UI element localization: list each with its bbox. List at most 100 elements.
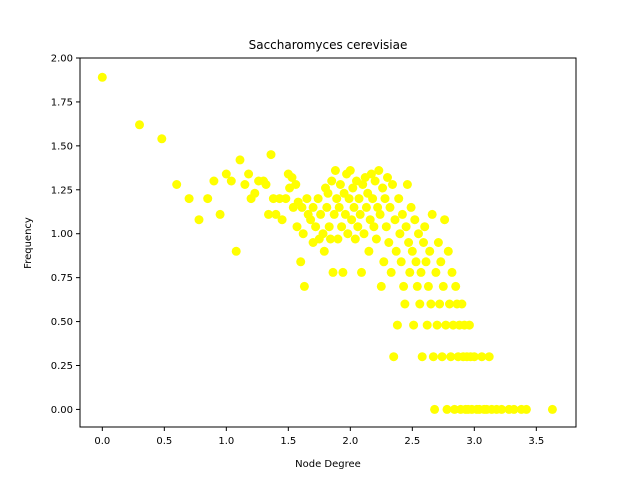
data-point xyxy=(441,320,451,330)
data-point xyxy=(373,202,383,212)
data-point xyxy=(281,194,291,204)
data-point xyxy=(365,215,375,225)
data-point xyxy=(226,176,236,186)
data-point xyxy=(412,281,422,291)
data-point xyxy=(401,222,411,232)
data-point xyxy=(547,404,557,414)
data-point xyxy=(313,194,323,204)
data-point xyxy=(437,352,447,362)
data-point xyxy=(386,267,396,277)
y-tick-label: 1.75 xyxy=(51,97,73,108)
data-point xyxy=(264,209,273,219)
data-point xyxy=(464,320,474,330)
data-point xyxy=(358,180,368,189)
data-point xyxy=(445,299,454,309)
x-tick-label: 3.0 xyxy=(466,436,482,447)
data-point xyxy=(521,404,531,414)
data-point xyxy=(450,404,459,414)
data-point xyxy=(447,267,457,277)
data-point xyxy=(203,194,213,204)
data-point xyxy=(423,281,433,291)
data-point xyxy=(385,202,395,212)
data-point xyxy=(469,352,479,362)
data-point xyxy=(231,246,241,256)
data-point xyxy=(428,352,438,362)
data-point xyxy=(350,234,360,244)
data-point xyxy=(432,320,442,330)
data-point xyxy=(420,222,430,232)
data-point xyxy=(414,229,423,239)
data-point xyxy=(436,257,446,267)
x-axis-label: Node Degree xyxy=(295,459,361,470)
data-point xyxy=(440,215,450,225)
data-point xyxy=(399,281,409,291)
data-point xyxy=(333,234,343,244)
data-point xyxy=(364,246,374,256)
data-point xyxy=(443,246,453,256)
y-tick-label: 0.25 xyxy=(51,361,73,372)
x-tick-label: 3.5 xyxy=(528,436,544,447)
data-point xyxy=(347,215,357,225)
data-point xyxy=(368,194,378,204)
data-point xyxy=(268,194,278,204)
data-point xyxy=(240,180,250,189)
data-point xyxy=(375,209,385,219)
data-point xyxy=(287,173,297,182)
data-point xyxy=(431,267,441,277)
data-point xyxy=(324,222,334,232)
y-axis-label: Frequency xyxy=(23,217,34,269)
data-point xyxy=(425,246,435,256)
data-point xyxy=(354,194,364,204)
y-tick-label: 0.00 xyxy=(51,405,73,416)
data-point xyxy=(395,229,405,239)
data-point xyxy=(404,238,414,247)
data-point xyxy=(416,267,426,277)
data-point xyxy=(426,299,436,309)
data-point xyxy=(446,352,456,362)
data-point xyxy=(298,229,308,239)
data-point xyxy=(427,209,437,219)
data-point xyxy=(411,257,421,267)
data-point xyxy=(383,173,392,182)
data-point xyxy=(348,183,358,193)
data-point xyxy=(334,202,344,212)
data-point xyxy=(400,299,410,309)
data-point xyxy=(419,238,428,247)
data-point xyxy=(306,215,316,225)
data-point xyxy=(250,188,260,198)
data-point xyxy=(379,257,389,267)
y-tick-label: 0.75 xyxy=(51,273,73,284)
data-point xyxy=(422,320,432,330)
data-point xyxy=(415,299,425,309)
data-point xyxy=(266,150,276,160)
x-tick-label: 2.0 xyxy=(342,436,358,447)
data-point xyxy=(337,222,347,232)
data-point xyxy=(406,202,416,212)
data-point xyxy=(430,404,440,414)
data-point xyxy=(357,267,366,277)
data-point xyxy=(451,281,461,291)
data-point xyxy=(221,169,231,179)
data-point xyxy=(509,404,519,414)
data-point xyxy=(409,320,419,330)
data-point xyxy=(442,404,452,414)
data-point xyxy=(261,180,271,189)
data-point xyxy=(392,320,402,330)
data-point xyxy=(235,155,245,165)
data-point xyxy=(338,267,348,277)
data-point xyxy=(244,169,254,179)
x-tick-label: 1.5 xyxy=(280,436,296,447)
data-point xyxy=(361,202,371,212)
data-point xyxy=(302,194,312,204)
y-tick-label: 1.00 xyxy=(51,229,73,240)
data-point xyxy=(332,194,342,204)
data-point xyxy=(322,202,332,212)
data-point xyxy=(390,215,400,225)
x-tick-label: 2.5 xyxy=(404,436,420,447)
data-point xyxy=(318,229,328,239)
data-point xyxy=(343,229,353,239)
data-point xyxy=(340,209,350,219)
data-point xyxy=(291,180,301,189)
data-point xyxy=(319,246,329,256)
data-point xyxy=(330,166,340,175)
